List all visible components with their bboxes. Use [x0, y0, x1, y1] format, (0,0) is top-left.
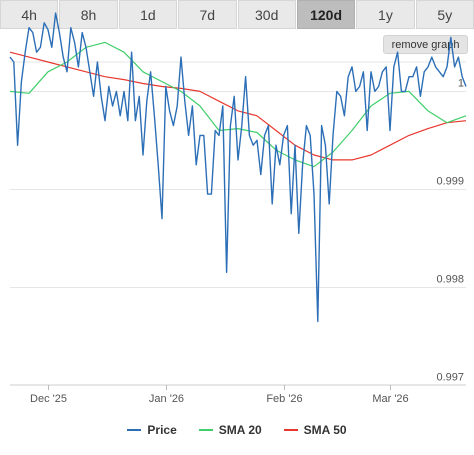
x-tick-label: Jan '26 [149, 393, 184, 405]
y-tick-label: 1 [458, 78, 464, 90]
series-line-price [9, 12, 467, 323]
series-line-sma-50 [9, 51, 467, 161]
remove-graph-button[interactable]: remove graph [383, 35, 468, 54]
tab-4h[interactable]: 4h [0, 0, 59, 29]
chart-legend: Price SMA 20 SMA 50 [0, 421, 474, 439]
tab-1d[interactable]: 1d [118, 0, 178, 29]
legend-label: SMA 20 [218, 423, 262, 437]
tab-120d[interactable]: 120d [296, 0, 356, 29]
x-tick-label: Mar '26 [372, 393, 408, 405]
legend-swatch [198, 429, 213, 431]
tab-7d[interactable]: 7d [178, 0, 237, 29]
y-tick-label: 0.997 [436, 372, 464, 384]
tab-30d[interactable]: 30d [237, 0, 296, 29]
x-axis: Dec '25 Jan '26 Feb '26 Mar '26 [30, 385, 409, 405]
plot-lines [9, 12, 467, 323]
legend-swatch [127, 429, 142, 431]
tab-1y[interactable]: 1y [356, 0, 415, 29]
y-axis: 1 0.999 0.998 0.997 [436, 78, 464, 384]
x-tick-label: Feb '26 [266, 393, 302, 405]
legend-item-sma-50[interactable]: SMA 50 [283, 423, 347, 437]
tab-5y[interactable]: 5y [415, 0, 474, 29]
legend-item-price[interactable]: Price [127, 423, 177, 437]
y-tick-label: 0.999 [436, 176, 464, 188]
legend-item-sma-20[interactable]: SMA 20 [198, 423, 262, 437]
x-tick-label: Dec '25 [30, 393, 67, 405]
timeframe-tabs: 4h 8h 1d 7d 30d 120d 1y 5y [0, 0, 474, 29]
legend-label: SMA 50 [303, 423, 347, 437]
legend-label: Price [147, 423, 177, 437]
tab-8h[interactable]: 8h [59, 0, 118, 29]
y-tick-label: 0.998 [436, 274, 464, 286]
legend-swatch [283, 429, 298, 431]
price-chart: 1 0.999 0.998 0.997 Dec '25 Jan '26 Feb '26 Ma… [9, 12, 467, 405]
